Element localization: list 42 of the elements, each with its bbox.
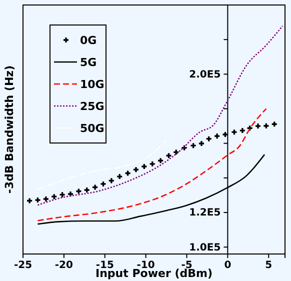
point (142, 164, 147, 170)
point (150, 161, 155, 166)
point (166, 153, 172, 158)
y-tick-label: 1.0E5 (189, 242, 221, 254)
point (190, 143, 196, 148)
point (264, 123, 269, 128)
y-tick-label: 1.2E5 (189, 208, 221, 219)
point (117, 174, 122, 180)
point (206, 136, 212, 142)
legend-label: 25G (80, 100, 104, 113)
line-series (37, 25, 284, 206)
x-tick-label: -20 (54, 260, 74, 272)
x-tick-label: 0 (224, 260, 232, 272)
point (76, 188, 82, 194)
point (60, 192, 65, 198)
point (214, 134, 220, 139)
x-tick-label: 5 (265, 260, 272, 272)
y-tick-label: 2.0E5 (189, 69, 221, 80)
point (108, 178, 114, 184)
point (84, 188, 90, 193)
legend-label: 0G (80, 34, 97, 47)
point (125, 170, 130, 176)
legend-label: 10G (80, 78, 104, 91)
x-tick-label: -25 (14, 260, 32, 272)
point (92, 184, 98, 190)
point (35, 198, 40, 203)
line-series (36, 140, 167, 190)
point (272, 122, 277, 127)
point (52, 194, 57, 200)
point (27, 198, 32, 204)
point (255, 124, 260, 129)
point (222, 132, 228, 138)
legend-label: 50G (80, 122, 104, 135)
y-axis-title: -3dB Bandwidth (Hz) (3, 65, 16, 194)
point (133, 167, 138, 172)
point (100, 181, 106, 186)
point (240, 128, 245, 134)
point (43, 196, 48, 202)
legend-label: 5G (80, 56, 97, 69)
point (198, 140, 204, 146)
point (158, 158, 164, 164)
point (232, 130, 237, 135)
